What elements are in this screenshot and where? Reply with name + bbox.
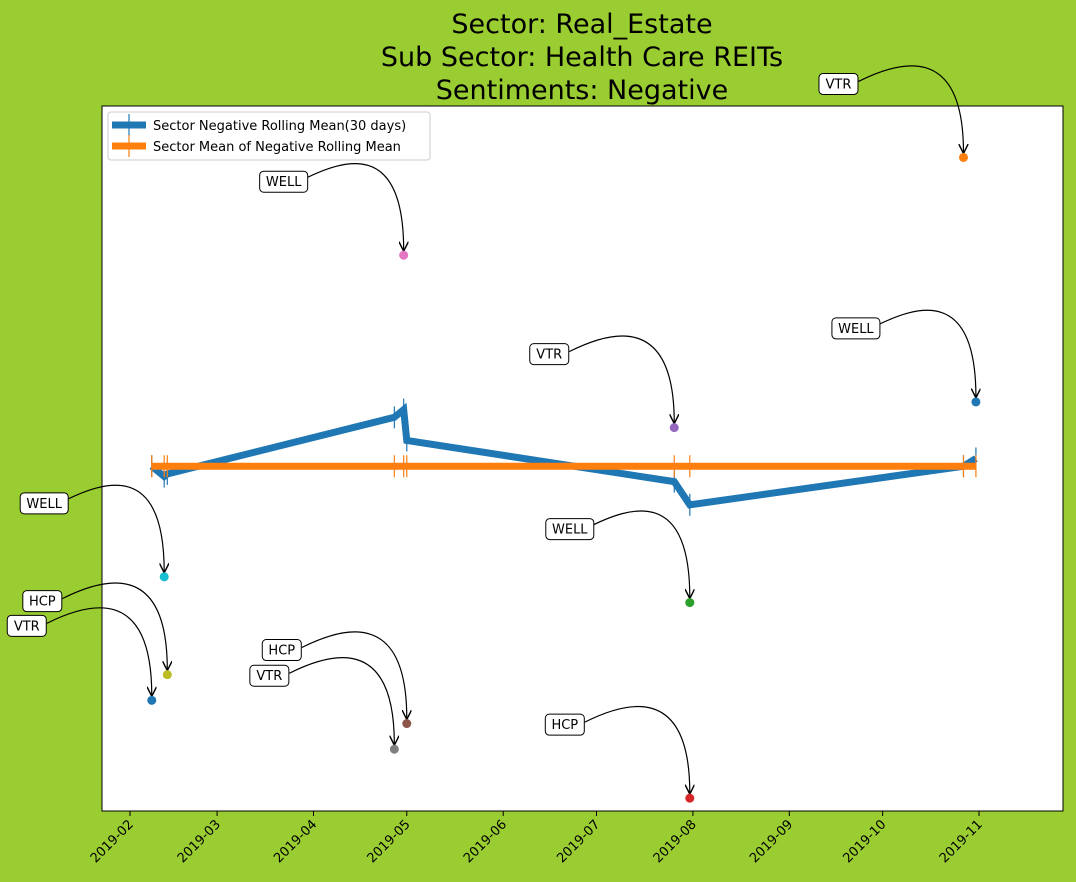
legend-frame	[107, 111, 431, 161]
annotation-hcp: HCP	[22, 582, 172, 680]
annotation-arrow	[568, 335, 674, 423]
annotation-label: VTR	[826, 77, 852, 92]
data-point	[402, 719, 412, 729]
annotation-box	[818, 72, 859, 95]
data-point	[669, 423, 679, 433]
annotation-box	[545, 518, 595, 541]
annotation-arrow	[589, 510, 690, 598]
annotation-vtr: VTR	[818, 65, 968, 162]
annotation-arrow	[584, 705, 690, 794]
chart-title: Sector: Real_Estate Sub Sector: Health C…	[381, 9, 783, 106]
annotation-label: WELL	[26, 497, 62, 512]
data-point	[971, 397, 981, 407]
data-point	[389, 744, 399, 754]
annotation-arrow	[858, 65, 963, 153]
data-point	[159, 572, 169, 582]
annotation-vtr: VTR	[249, 657, 399, 754]
annotation-arrow	[46, 607, 152, 696]
annotation-label: VTR	[536, 348, 562, 363]
annotation-well: WELL	[19, 484, 169, 582]
annotation-arrow	[303, 163, 404, 251]
annotation-arrow	[62, 582, 167, 670]
annotation-box	[529, 343, 570, 366]
title-line-sub-sector: Sub Sector: Health Care REITs	[381, 42, 783, 73]
title-line-sentiments: Sentiments: Negative	[436, 75, 728, 106]
data-point	[147, 695, 157, 705]
annotation-box	[261, 639, 302, 662]
annotation-box	[6, 614, 47, 637]
data-point	[162, 670, 172, 680]
annotation-label: VTR	[14, 619, 40, 634]
data-point	[399, 250, 409, 260]
annotation-label: WELL	[266, 175, 302, 190]
annotation-label: HCP	[551, 718, 578, 733]
annotation-label: HCP	[29, 595, 56, 610]
data-point	[685, 793, 695, 803]
legend: Sector Negative Rolling Mean(30 days) Sec…	[107, 111, 431, 161]
annotation-arrow	[289, 657, 394, 745]
legend-entry: Sector Mean of Negative Rolling Mean	[153, 140, 401, 155]
legend-entry: Sector Negative Rolling Mean(30 days)	[153, 119, 406, 134]
annotation-box	[831, 317, 881, 340]
annotation-box	[544, 713, 585, 736]
annotation-hcp: HCP	[544, 705, 695, 803]
annotation-label: VTR	[256, 669, 282, 684]
annotation-box	[22, 590, 63, 613]
annotation-box	[19, 492, 69, 515]
annotation-box	[259, 170, 309, 193]
title-line-sector: Sector: Real_Estate	[451, 9, 712, 40]
series-layer	[149, 398, 978, 516]
annotation-arrow	[301, 631, 407, 719]
annotation-label: WELL	[838, 322, 874, 337]
annotation-vtr: VTR	[6, 607, 157, 705]
annotation-well: WELL	[831, 309, 981, 407]
rolling-mean-line	[149, 402, 978, 509]
plot-area	[101, 105, 1064, 812]
annotation-layer: VTR WELL HCP VTR WELL HCP VTR HCP WELL VTR WELL	[6, 65, 981, 803]
data-point	[958, 152, 968, 162]
annotation-arrow	[875, 309, 976, 397]
annotation-vtr: VTR	[529, 335, 679, 433]
annotation-box	[249, 664, 290, 687]
annotation-label: WELL	[552, 523, 588, 538]
data-point	[685, 598, 695, 608]
annotation-hcp: HCP	[261, 631, 412, 729]
annotation-label: HCP	[268, 644, 295, 659]
annotation-well: WELL	[259, 163, 409, 260]
annotation-arrow	[63, 484, 164, 572]
annotation-well: WELL	[545, 510, 695, 608]
